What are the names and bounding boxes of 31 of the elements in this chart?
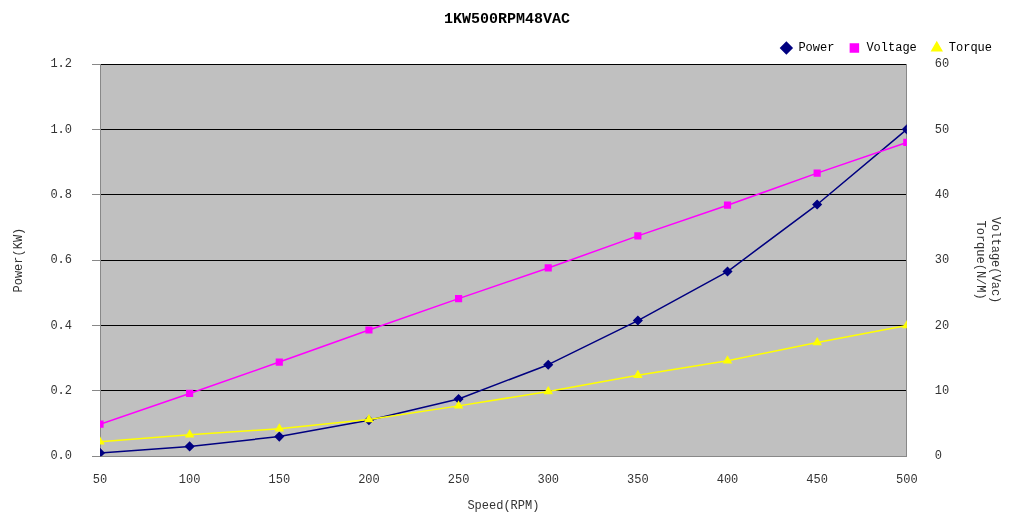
x-tick-label: 350 (627, 472, 649, 487)
y2-tick-label: 50 (934, 122, 950, 137)
y2-tick-label: 10 (934, 384, 950, 399)
y-tick-label: 0.0 (50, 449, 72, 464)
x-tick-label: 100 (178, 472, 201, 487)
chart-title: 1KW500RPM48VAC (443, 10, 571, 28)
y-tick-label: 1.2 (50, 57, 72, 72)
legend-label: Torque (948, 41, 993, 56)
y2-tick-label: 40 (934, 187, 950, 202)
x-tick-label: 450 (806, 472, 828, 487)
x-tick-label: 250 (447, 472, 470, 487)
y2-tick-label: 60 (934, 57, 950, 72)
x-tick-label: 500 (895, 472, 918, 487)
x-axis-title: Speed(RPM) (467, 498, 540, 513)
y2-tick-label: 20 (934, 318, 950, 333)
y-tick-label: 0.6 (50, 253, 72, 268)
legend-label: Power (798, 41, 835, 56)
y2-tick-label: 0 (934, 449, 942, 464)
y2-tick-label: 30 (934, 253, 950, 268)
legend-label: Voltage (866, 41, 917, 56)
y-tick-label: 1.0 (50, 122, 72, 137)
y-axis-title: Power(KW) (12, 227, 27, 293)
y-tick-label: 0.4 (50, 318, 72, 333)
x-tick-label: 400 (716, 472, 739, 487)
x-tick-label: 200 (358, 472, 380, 487)
y2-axis-title: Voltage(Vac) Torque(N/M) (973, 216, 1002, 304)
x-tick-label: 300 (537, 472, 560, 487)
x-tick-label: 50 (92, 472, 108, 487)
x-tick-label: 150 (268, 472, 291, 487)
y-tick-label: 0.2 (50, 384, 72, 399)
y-tick-label: 0.8 (50, 187, 72, 202)
